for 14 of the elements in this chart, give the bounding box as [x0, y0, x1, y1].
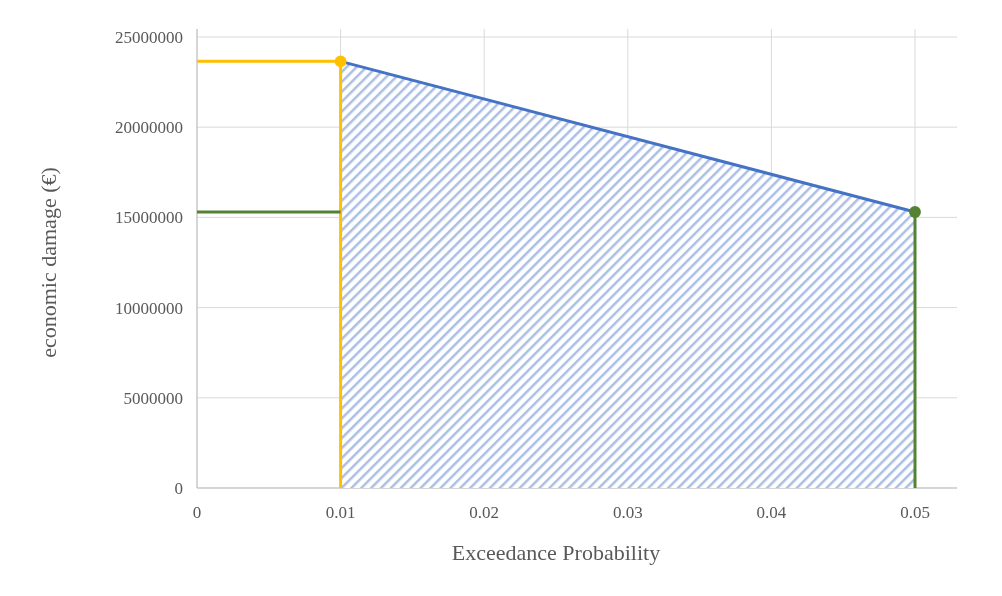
- y-tick-label: 25000000: [115, 27, 183, 47]
- x-axis-title: Exceedance Probability: [451, 540, 661, 565]
- x-tick-label: 0.02: [469, 503, 500, 522]
- x-tick-label: 0.05: [900, 503, 930, 522]
- y-tick-label: 0: [174, 478, 183, 498]
- y-tick-label: 10000000: [115, 298, 183, 318]
- y-tick-label: 20000000: [115, 118, 183, 138]
- x-tick-label: 0.03: [612, 503, 643, 522]
- x-tick-label: 0.01: [325, 503, 356, 522]
- x-tick-label: 0.04: [756, 503, 787, 522]
- y-tick-label: 15000000: [115, 208, 183, 228]
- y-tick-label: 5000000: [123, 388, 183, 408]
- x-tick-label: 0: [192, 503, 202, 522]
- y-axis-title: economic damage (€): [36, 167, 61, 358]
